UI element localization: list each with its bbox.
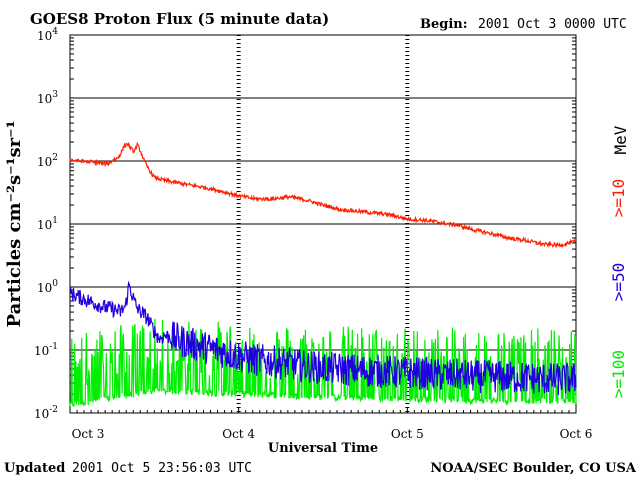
y-axis-label: Particles cm⁻²s⁻¹sr⁻¹ — [4, 121, 25, 328]
legend-unit: MeV — [611, 125, 630, 154]
series-lines — [69, 141, 577, 407]
begin-label: Begin: — [420, 17, 468, 32]
x-tick-label: Oct 4 — [222, 427, 255, 441]
series-line-1 — [69, 280, 577, 395]
y-tick-label: 101 — [37, 216, 58, 232]
x-tick-label: Oct 3 — [72, 427, 105, 441]
x-tick-label: Oct 6 — [560, 427, 593, 441]
y-tick-label: 103 — [37, 90, 58, 106]
legend-series-ge50: >=50 — [609, 263, 628, 302]
y-tick-label: 104 — [37, 27, 58, 43]
series-line-0 — [69, 141, 577, 249]
x-tick-label: Oct 5 — [391, 427, 424, 441]
updated-value: 2001 Oct 5 23:56:03 UTC — [72, 461, 252, 476]
grid — [70, 35, 576, 413]
x-axis-ticks: Oct 3 Oct 4 Oct 5 Oct 6 — [69, 407, 593, 441]
y-axis-ticks: 10-2 10-1 100 101 102 103 104 — [34, 27, 576, 421]
series-line-2 — [69, 318, 577, 407]
y-tick-label: 10-1 — [34, 342, 58, 358]
y-tick-label: 10-2 — [34, 405, 58, 421]
chart-title: GOES8 Proton Flux (5 minute data) — [30, 10, 329, 28]
y-tick-label: 100 — [37, 279, 58, 295]
legend-series-ge10: >=10 — [609, 179, 628, 218]
begin-value: 2001 Oct 3 0000 UTC — [478, 17, 627, 32]
credit: NOAA/SEC Boulder, CO USA — [430, 461, 637, 476]
legend-series-ge100: >=100 — [609, 350, 628, 398]
legend: MeV >=10 >=50 >=100 — [609, 125, 630, 398]
y-tick-label: 102 — [37, 153, 58, 169]
updated-label: Updated — [4, 461, 65, 476]
x-axis-label: Universal Time — [268, 441, 378, 456]
